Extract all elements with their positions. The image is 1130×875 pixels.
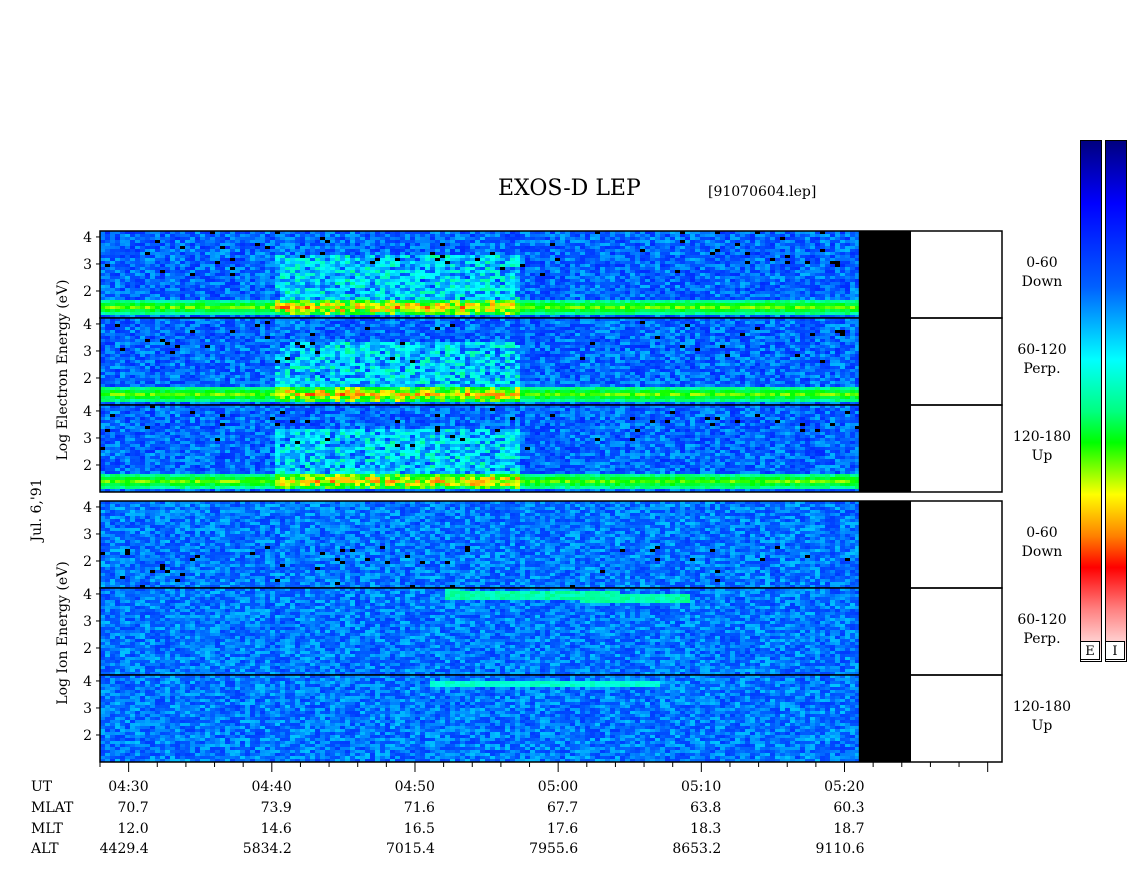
colorbar-ion <box>1105 140 1127 662</box>
ephemeris-value: 73.9 <box>222 800 292 816</box>
pitch-direction: Perp. <box>1002 630 1082 649</box>
energy-tick-label: 4 <box>83 587 92 603</box>
data-gap <box>858 501 911 588</box>
pitch-direction: Down <box>1002 273 1082 292</box>
spectrogram-panel-4 <box>100 501 860 588</box>
ephemeris-value: 16.5 <box>365 821 435 837</box>
ephemeris-value: 05:00 <box>508 779 578 795</box>
energy-tick-label: 2 <box>83 641 92 657</box>
data-gap <box>858 675 911 762</box>
panel-pitch-label: 120-180 Up <box>1002 698 1082 736</box>
panel-frame <box>99 404 1003 493</box>
pitch-direction: Up <box>1002 447 1082 466</box>
colorbar-electron <box>1080 140 1102 662</box>
pitch-range: 120-180 <box>1002 428 1082 447</box>
ephemeris-value: 18.3 <box>651 821 721 837</box>
energy-tick-label: 2 <box>83 728 92 744</box>
chart-title: EXOS-D LEP <box>498 176 641 201</box>
spectrogram-panel-1 <box>100 231 860 318</box>
panel-frame <box>99 674 1003 763</box>
ephemeris-value: 18.7 <box>795 821 864 837</box>
spectrogram-panel-2 <box>100 318 860 405</box>
energy-tick-label: 4 <box>83 230 92 246</box>
spectrogram-panel-6 <box>100 675 860 762</box>
energy-tick-label: 3 <box>83 614 92 630</box>
ephemeris-value: 14.6 <box>222 821 292 837</box>
ephemeris-value: 04:40 <box>222 779 291 795</box>
energy-tick-label: 3 <box>83 527 92 543</box>
energy-tick-label: 2 <box>83 458 92 474</box>
panel-pitch-label: 60-120 Perp. <box>1002 611 1082 649</box>
energy-tick-label: 4 <box>83 500 92 516</box>
energy-tick-label: 3 <box>83 701 92 717</box>
ephemeris-value: 04:30 <box>79 779 148 795</box>
ephemeris-value: 12.0 <box>79 821 148 837</box>
energy-tick-label: 2 <box>83 371 92 387</box>
pitch-range: 120-180 <box>1002 698 1082 717</box>
ephemeris-value: 7955.6 <box>508 841 578 857</box>
ephemeris-row-label: MLT <box>31 821 63 837</box>
pitch-range: 0-60 <box>1002 524 1082 543</box>
pitch-range: 0-60 <box>1002 254 1082 273</box>
energy-tick-label: 2 <box>83 284 92 300</box>
energy-tick-label: 2 <box>83 554 92 570</box>
energy-tick-label: 4 <box>83 317 92 333</box>
energy-tick-label: 3 <box>83 344 92 360</box>
panel-pitch-label: 60-120 Perp. <box>1002 341 1082 379</box>
data-gap <box>858 588 911 675</box>
data-gap <box>858 405 911 492</box>
ephemeris-value: 63.8 <box>651 800 721 816</box>
energy-tick-label: 3 <box>83 431 92 447</box>
panel-pitch-label: 0-60 Down <box>1002 254 1082 292</box>
colorbar-label-electron: E <box>1080 641 1100 660</box>
colorbar-label-ion: I <box>1105 641 1125 660</box>
pitch-direction: Perp. <box>1002 360 1082 379</box>
ephemeris-value: 04:50 <box>365 779 435 795</box>
pitch-range: 60-120 <box>1002 341 1082 360</box>
ephemeris-value: 67.7 <box>508 800 578 816</box>
ephemeris-value: 5834.2 <box>222 841 292 857</box>
energy-tick-label: 3 <box>83 257 92 273</box>
spectrogram-panel-3 <box>100 405 860 492</box>
ephemeris-value: 71.6 <box>365 800 435 816</box>
ephemeris-row-label: MLAT <box>31 800 73 816</box>
ephemeris-value: 05:10 <box>651 779 721 795</box>
ephemeris-row-label: ALT <box>31 841 59 857</box>
panel-pitch-label: 120-180 Up <box>1002 428 1082 466</box>
ephemeris-value: 7015.4 <box>365 841 435 857</box>
spectrogram-panel-5 <box>100 588 860 675</box>
pitch-direction: Up <box>1002 717 1082 736</box>
ephemeris-value: 60.3 <box>795 800 864 816</box>
file-name: [91070604.lep] <box>708 184 816 200</box>
ephemeris-value: 4429.4 <box>79 841 149 857</box>
ephemeris-value: 17.6 <box>508 821 578 837</box>
data-gap <box>858 318 911 405</box>
pitch-range: 60-120 <box>1002 611 1082 630</box>
ephemeris-value: 8653.2 <box>651 841 721 857</box>
data-gap <box>858 231 911 318</box>
energy-tick-label: 4 <box>83 674 92 690</box>
energy-tick-label: 4 <box>83 404 92 420</box>
panel-pitch-label: 0-60 Down <box>1002 524 1082 562</box>
ephemeris-row-label: UT <box>31 779 52 795</box>
ephemeris-value: 05:20 <box>795 779 864 795</box>
ephemeris-value: 70.7 <box>79 800 148 816</box>
pitch-direction: Down <box>1002 543 1082 562</box>
ephemeris-value: 9110.6 <box>795 841 865 857</box>
